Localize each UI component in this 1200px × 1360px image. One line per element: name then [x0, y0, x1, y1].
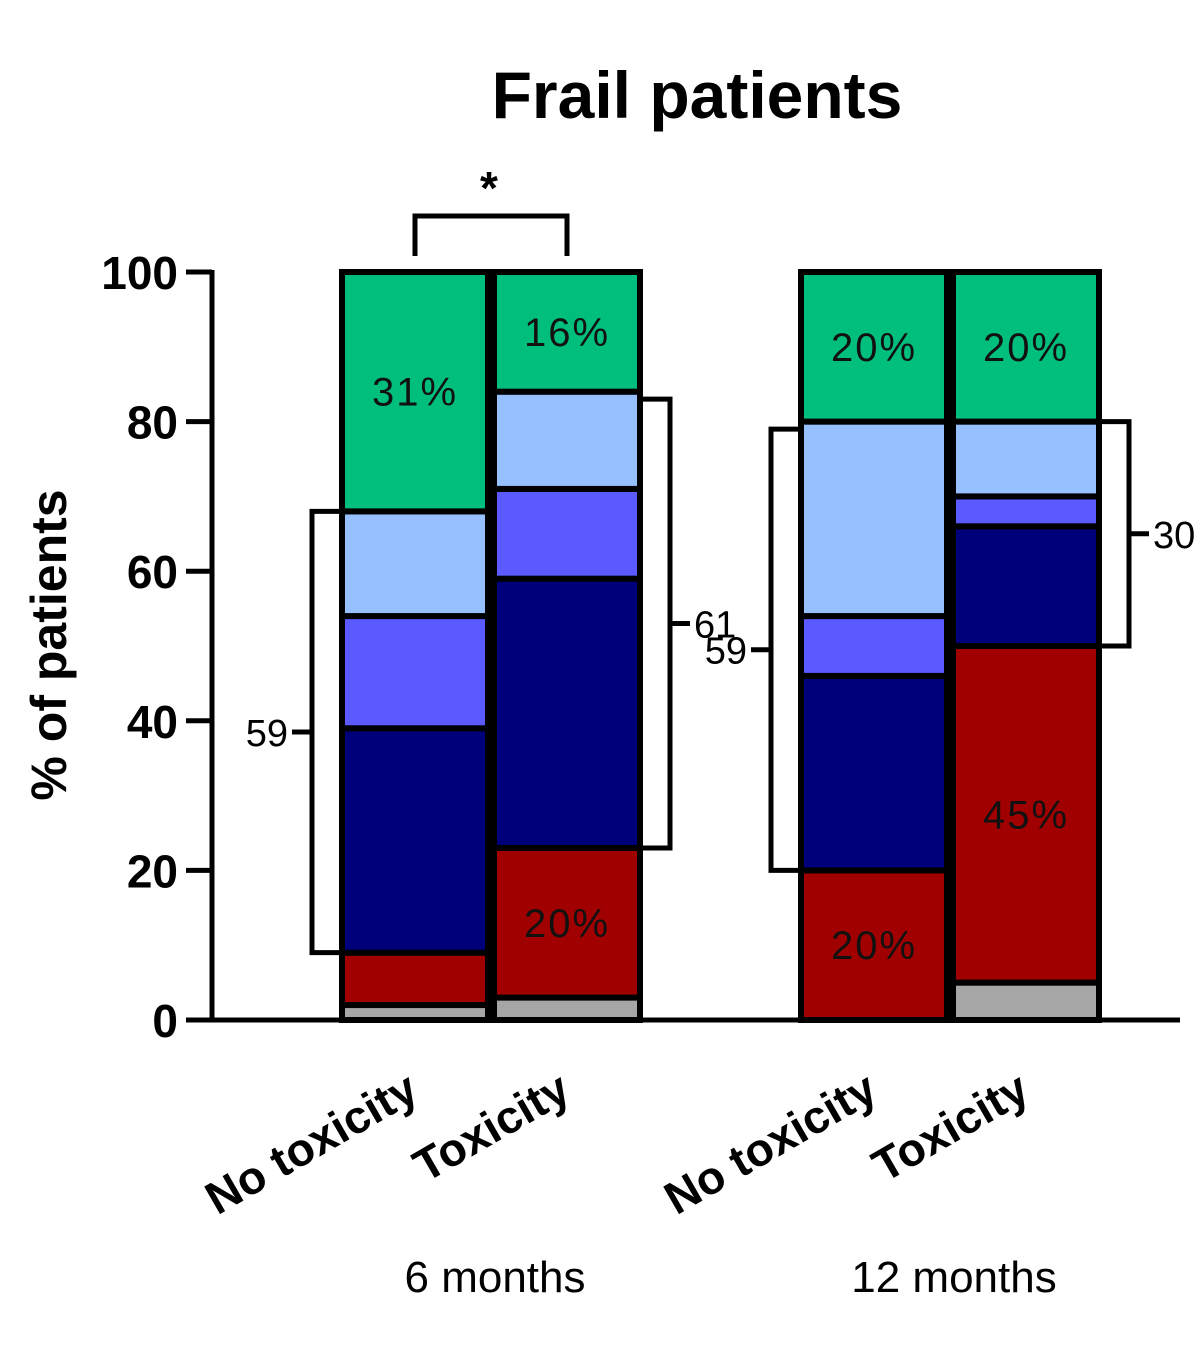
- bracket-label: 61: [694, 605, 736, 647]
- segment-label: 20%: [983, 326, 1069, 370]
- y-tick-label: 80: [127, 397, 178, 449]
- significance-bracket: [412, 213, 570, 256]
- range-bracket: [1099, 419, 1132, 649]
- segment-label: 31%: [372, 371, 458, 415]
- bar-segment: [491, 269, 643, 395]
- bar-segment: [950, 979, 1102, 1023]
- bar-segment: [950, 523, 1102, 650]
- bracket-label: 30: [1153, 515, 1195, 557]
- group-label: 6 months: [405, 1253, 586, 1302]
- x-category-label: No toxicity: [655, 1061, 885, 1224]
- chart-title: Frail patients: [492, 58, 903, 132]
- segment-label: 45%: [983, 793, 1069, 837]
- significance-marker: *: [480, 162, 498, 214]
- bracket-label: 59: [246, 713, 288, 755]
- segment-label: 20%: [831, 924, 917, 968]
- y-tick-label: 100: [101, 247, 178, 299]
- bar-segment: [950, 493, 1102, 530]
- bar-segment: [798, 418, 950, 620]
- bar-segment: [491, 575, 643, 851]
- bar-segment: [339, 613, 491, 732]
- range-bracket: [309, 508, 342, 956]
- group-label: 12 months: [851, 1253, 1056, 1302]
- bracket-label: 59: [705, 631, 747, 673]
- bars: 31% 20% 16% 20% 20% 45% 20%: [339, 269, 1102, 1024]
- x-category-label: Toxicity: [404, 1061, 578, 1191]
- range-bracket: [640, 396, 673, 851]
- range-bracket: [768, 426, 801, 873]
- bar-segment: [950, 643, 1102, 986]
- y-tick-label: 60: [127, 546, 178, 598]
- x-category-label: Toxicity: [863, 1061, 1037, 1191]
- bar-segment: [798, 613, 950, 679]
- x-category-label: No toxicity: [196, 1061, 426, 1224]
- bar-segment: [339, 725, 491, 956]
- segment-label: 16%: [524, 311, 610, 355]
- bar-segment: [798, 672, 950, 874]
- y-tick-label: 20: [127, 845, 178, 897]
- bar-segment: [950, 269, 1102, 425]
- bar-segment: [491, 994, 643, 1023]
- y-axis-label: % of patients: [21, 489, 77, 800]
- segment-label: 20%: [831, 326, 917, 370]
- bar-segment: [339, 269, 491, 515]
- bar-segment: [491, 388, 643, 492]
- bar-segment: [339, 949, 491, 1009]
- segment-label: 20%: [524, 902, 610, 946]
- bar-segment: [491, 485, 643, 582]
- bar-segment: [491, 844, 643, 1001]
- y-tick-label: 0: [152, 995, 178, 1047]
- y-tick-label: 40: [127, 696, 178, 748]
- bar-segment: [798, 269, 950, 425]
- bar-segment: [339, 508, 491, 620]
- bar-segment: [950, 418, 1102, 500]
